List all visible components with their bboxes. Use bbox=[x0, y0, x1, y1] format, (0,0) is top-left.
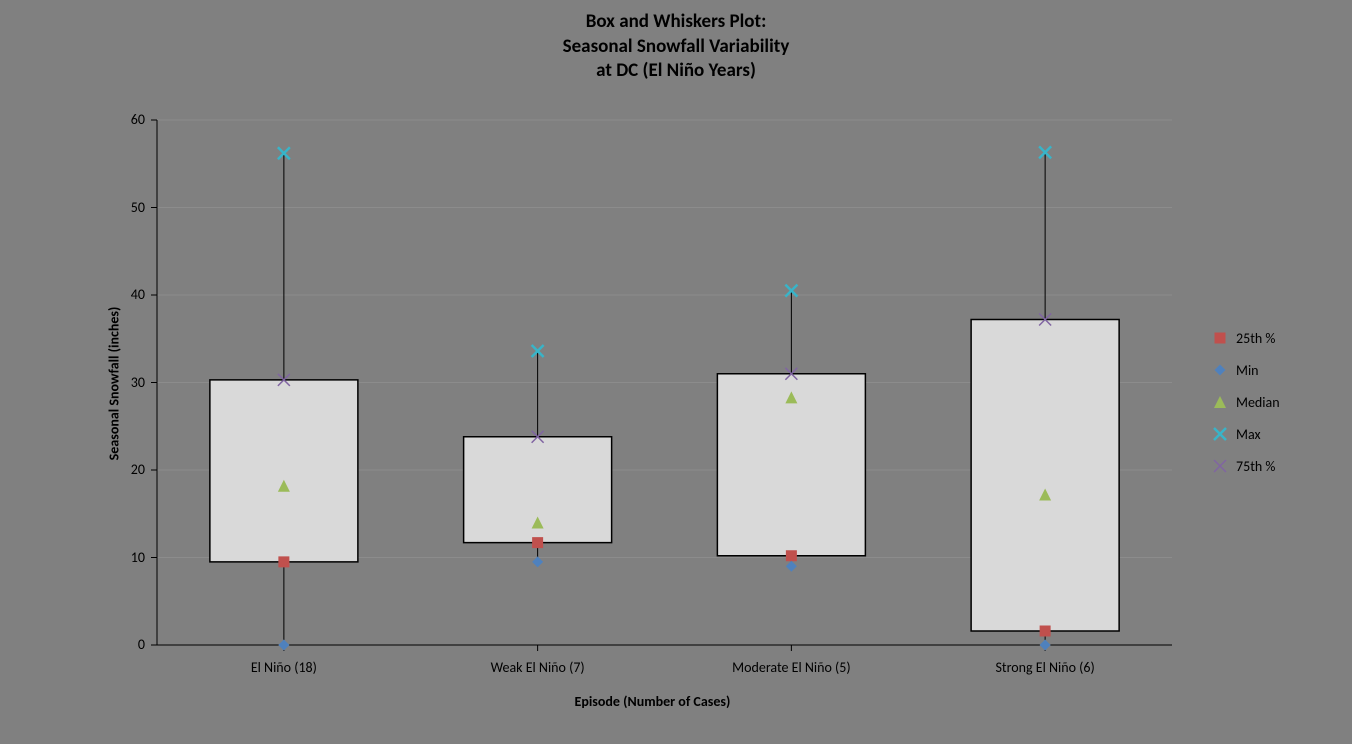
y-tick-label: 0 bbox=[115, 636, 145, 653]
legend-item-median: Median bbox=[1210, 394, 1280, 410]
legend-label-min: Min bbox=[1236, 362, 1259, 379]
legend-marker-max bbox=[1210, 426, 1230, 442]
y-tick-label: 60 bbox=[115, 111, 145, 128]
category-label: Moderate El Niño (5) bbox=[691, 659, 891, 676]
chart-plot-area bbox=[0, 0, 1352, 744]
category-label: El Niño (18) bbox=[184, 659, 384, 676]
category-label: Weak El Niño (7) bbox=[438, 659, 638, 676]
legend-marker-p75 bbox=[1210, 458, 1230, 474]
legend-marker-median bbox=[1210, 394, 1230, 410]
y-tick-label: 40 bbox=[115, 286, 145, 303]
legend-label-p25: 25th % bbox=[1236, 330, 1275, 347]
category-label: Strong El Niño (6) bbox=[945, 659, 1145, 676]
legend-label-p75: 75th % bbox=[1236, 458, 1275, 475]
legend-label-median: Median bbox=[1236, 394, 1280, 411]
legend-marker-min bbox=[1210, 362, 1230, 378]
x-axis-label: Episode (Number of Cases) bbox=[575, 693, 731, 710]
y-tick-label: 10 bbox=[115, 549, 145, 566]
y-tick-label: 20 bbox=[115, 461, 145, 478]
y-tick-label: 50 bbox=[115, 199, 145, 216]
legend-marker-p25 bbox=[1210, 330, 1230, 346]
legend-item-min: Min bbox=[1210, 362, 1280, 378]
legend-label-max: Max bbox=[1236, 426, 1261, 443]
legend: 25th % Min Median Max 75th % bbox=[1210, 330, 1280, 490]
y-tick-label: 30 bbox=[115, 374, 145, 391]
legend-item-p75: 75th % bbox=[1210, 458, 1280, 474]
legend-item-max: Max bbox=[1210, 426, 1280, 442]
legend-item-p25: 25th % bbox=[1210, 330, 1280, 346]
